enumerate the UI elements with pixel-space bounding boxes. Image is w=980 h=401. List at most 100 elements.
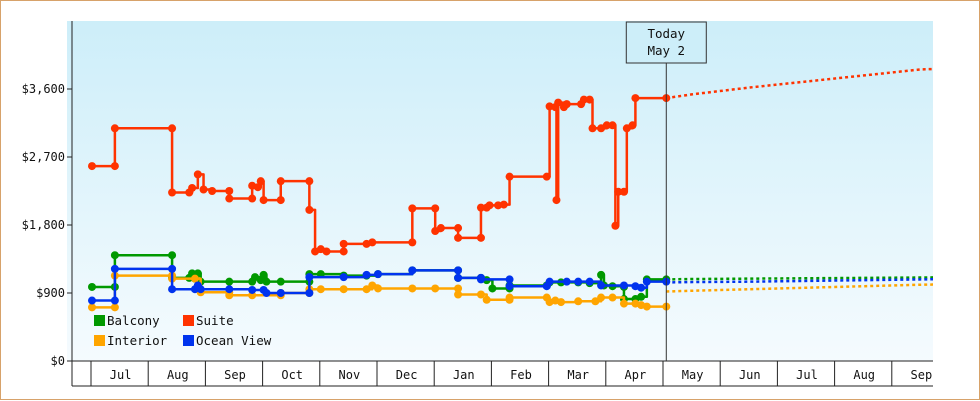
suite-data-point <box>454 233 463 242</box>
ocean-view-data-point <box>597 281 606 290</box>
ocean-view-data-point <box>196 285 205 294</box>
ocean-view-data-point <box>225 285 234 294</box>
suite-data-point <box>368 238 377 247</box>
interior-data-point <box>454 290 463 299</box>
legend-label-ocean-view: Ocean View <box>196 333 272 348</box>
plot-background <box>67 21 933 361</box>
suite-data-point <box>199 185 208 194</box>
interior-data-point <box>374 284 382 293</box>
interior-data-point <box>619 299 628 308</box>
suite-data-point <box>436 224 445 233</box>
suite-data-point <box>588 124 597 133</box>
ocean-view-data-point <box>476 275 485 284</box>
ocean-view-data-point <box>642 277 651 286</box>
interior-data-point <box>431 284 440 293</box>
suite-data-point <box>554 98 563 107</box>
suite-data-point <box>454 224 463 233</box>
ocean-view-data-point <box>454 273 463 282</box>
interior-data-point <box>476 290 485 299</box>
interior-data-point <box>408 284 417 293</box>
legend-label-suite: Suite <box>196 313 234 328</box>
legend-swatch-suite <box>183 315 194 326</box>
ocean-view-data-point <box>168 285 177 294</box>
today-box <box>625 21 707 64</box>
ocean-view-data-point <box>585 277 594 286</box>
interior-forecast-line <box>666 283 933 293</box>
x-month-label: May <box>682 368 704 382</box>
ocean-view-data-point <box>637 283 646 292</box>
today-label: Today <box>647 26 685 41</box>
y-tick-label: $0 <box>51 354 65 368</box>
suite-data-point <box>485 201 494 210</box>
suite-data-point <box>276 196 285 205</box>
suite-data-point <box>608 121 617 130</box>
suite-data-point <box>339 239 348 248</box>
suite-data-point <box>168 188 177 197</box>
ocean-view-data-point <box>505 282 514 291</box>
x-month-label: Apr <box>625 368 647 382</box>
suite-data-point <box>614 187 623 196</box>
suite-data-point <box>431 204 440 213</box>
x-month-label: Jun <box>739 368 761 382</box>
interior-data-point <box>597 293 606 302</box>
x-month-label: Sep <box>224 368 246 382</box>
balcony-data-point <box>88 282 96 291</box>
y-tick-label: $2,700 <box>22 150 65 164</box>
legend-label-balcony: Balcony <box>107 313 160 328</box>
suite-data-point <box>476 203 485 212</box>
balcony-data-point <box>637 292 646 301</box>
interior-data-point <box>362 285 371 294</box>
x-month-label: Nov <box>339 368 361 382</box>
interior-data-point <box>642 302 651 311</box>
interior-data-point <box>190 274 199 283</box>
ocean-view-data-point <box>110 264 119 273</box>
ocean-view-data-point <box>562 277 571 286</box>
ocean-view-data-point <box>305 273 314 282</box>
ocean-view-data-point <box>88 296 96 305</box>
x-month-label: Aug <box>167 368 189 382</box>
y-tick-label: $3,600 <box>22 82 65 96</box>
suite-data-point <box>248 194 257 203</box>
suite-data-point <box>305 177 314 186</box>
ocean-view-data-point <box>262 289 271 297</box>
ocean-view-data-point <box>168 264 177 273</box>
suite-data-point <box>110 124 119 133</box>
ocean-view-data-point <box>574 277 583 286</box>
suite-data-point <box>562 100 571 109</box>
ocean-view-data-point <box>374 270 382 279</box>
ocean-view-data-point <box>362 270 371 279</box>
y-tick-label: $900 <box>36 286 65 300</box>
interior-data-point <box>591 297 600 306</box>
ocean-view-data-point <box>505 275 514 284</box>
ocean-view-data-point <box>408 266 417 275</box>
suite-data-point <box>631 94 640 103</box>
suite-data-point <box>322 247 331 256</box>
ocean-view-data-point <box>276 289 285 297</box>
interior-data-point <box>454 284 463 293</box>
suite-data-point <box>579 95 588 104</box>
ocean-view-forecast-line <box>666 277 933 284</box>
suite-data-point <box>585 95 594 104</box>
interior-data-point <box>88 303 96 312</box>
suite-data-point <box>208 187 217 195</box>
ocean-view-data-point <box>339 273 348 282</box>
x-month-label: Dec <box>396 368 418 382</box>
suite-data-point <box>88 162 96 171</box>
ocean-view-data-point <box>619 281 628 290</box>
suite-data-point <box>476 233 485 242</box>
suite-data-point <box>408 238 417 247</box>
ocean-view-data-point <box>110 296 119 305</box>
suite-data-point <box>408 204 417 213</box>
suite-forecast-line <box>666 67 933 100</box>
legend-swatch-ocean-view <box>183 335 194 346</box>
interior-data-point <box>316 285 325 294</box>
interior-data-point <box>482 295 491 304</box>
suite-data-point <box>225 194 234 203</box>
suite-data-point <box>256 177 265 186</box>
suite-data-point <box>305 205 314 214</box>
axes-layer: $0 $900 $1,800 $2,700 $3,600 Jul Aug Sep Oct Nov D… <box>22 21 933 387</box>
suite-data-point <box>602 121 611 130</box>
suite-data-point <box>339 247 348 256</box>
